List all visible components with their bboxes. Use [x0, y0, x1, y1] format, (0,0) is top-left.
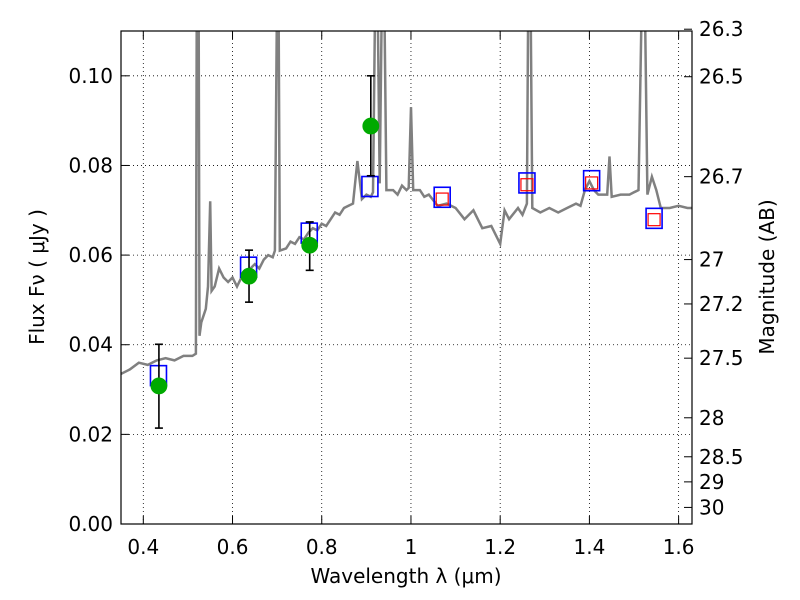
observed-flux-point: [240, 267, 258, 285]
y2-tick-label: 28: [699, 406, 724, 430]
model-square-marker: [518, 172, 536, 194]
x-tick-label: 0.8: [306, 535, 338, 559]
y-axis-ticks: 0.00 0.02 0.04 0.06 0.08 0.10: [68, 64, 129, 536]
model-square-marker-small: [585, 176, 599, 190]
y-tick-label: 0.04: [68, 333, 113, 357]
observed-flux-point: [362, 117, 380, 135]
model-square-marker: [645, 207, 663, 230]
y-tick-label: 0.08: [68, 153, 113, 177]
y-tick-label: 0.00: [68, 512, 113, 536]
plot-frame: [120, 30, 693, 525]
x-tick-label: 1.4: [573, 535, 605, 559]
x-axis-label: Wavelength λ (μm): [310, 564, 501, 588]
y2-tick-label: 27: [699, 248, 724, 272]
model-square-marker-small: [520, 178, 534, 192]
observed-flux-point: [301, 236, 319, 254]
y2-tick-label: 28.5: [699, 445, 744, 469]
x-tick-label: 0.6: [217, 535, 249, 559]
x-axis-ticks: 0.4 0.6 0.8 1 1.2 1.4 1.6: [127, 31, 695, 559]
photometry-markers: [149, 75, 663, 429]
x-tick-label: 1: [405, 535, 418, 559]
y-tick-label: 0.10: [68, 64, 113, 88]
y2-tick-label: 29: [699, 470, 724, 494]
y-axis-label: Flux Fν ( μJy ): [25, 209, 49, 345]
model-square-marker: [433, 186, 451, 209]
x-tick-label: 0.4: [127, 535, 159, 559]
model-square-marker: [361, 175, 379, 198]
y-tick-label: 0.02: [68, 422, 113, 446]
spectrum-line: [121, 31, 692, 376]
model-square-marker-small: [435, 192, 449, 206]
y2-tick-label: 26.7: [699, 165, 744, 189]
y2-tick-label: 26.3: [699, 17, 744, 41]
x-tick-label: 1.6: [663, 535, 695, 559]
model-square-marker-small: [647, 213, 661, 227]
y2-tick-label: 27.2: [699, 292, 744, 316]
y-tick-label: 0.06: [68, 243, 113, 267]
y2-tick-label: 30: [699, 495, 724, 519]
observed-flux-point: [150, 377, 168, 395]
x-tick-label: 1.2: [484, 535, 516, 559]
grid-lines: [121, 31, 692, 525]
y2-tick-label: 27.5: [699, 346, 744, 370]
y2-tick-label: 26.5: [699, 65, 744, 89]
model-square-marker: [582, 169, 601, 192]
y2-axis-label: Magnitude (AB): [755, 199, 779, 354]
